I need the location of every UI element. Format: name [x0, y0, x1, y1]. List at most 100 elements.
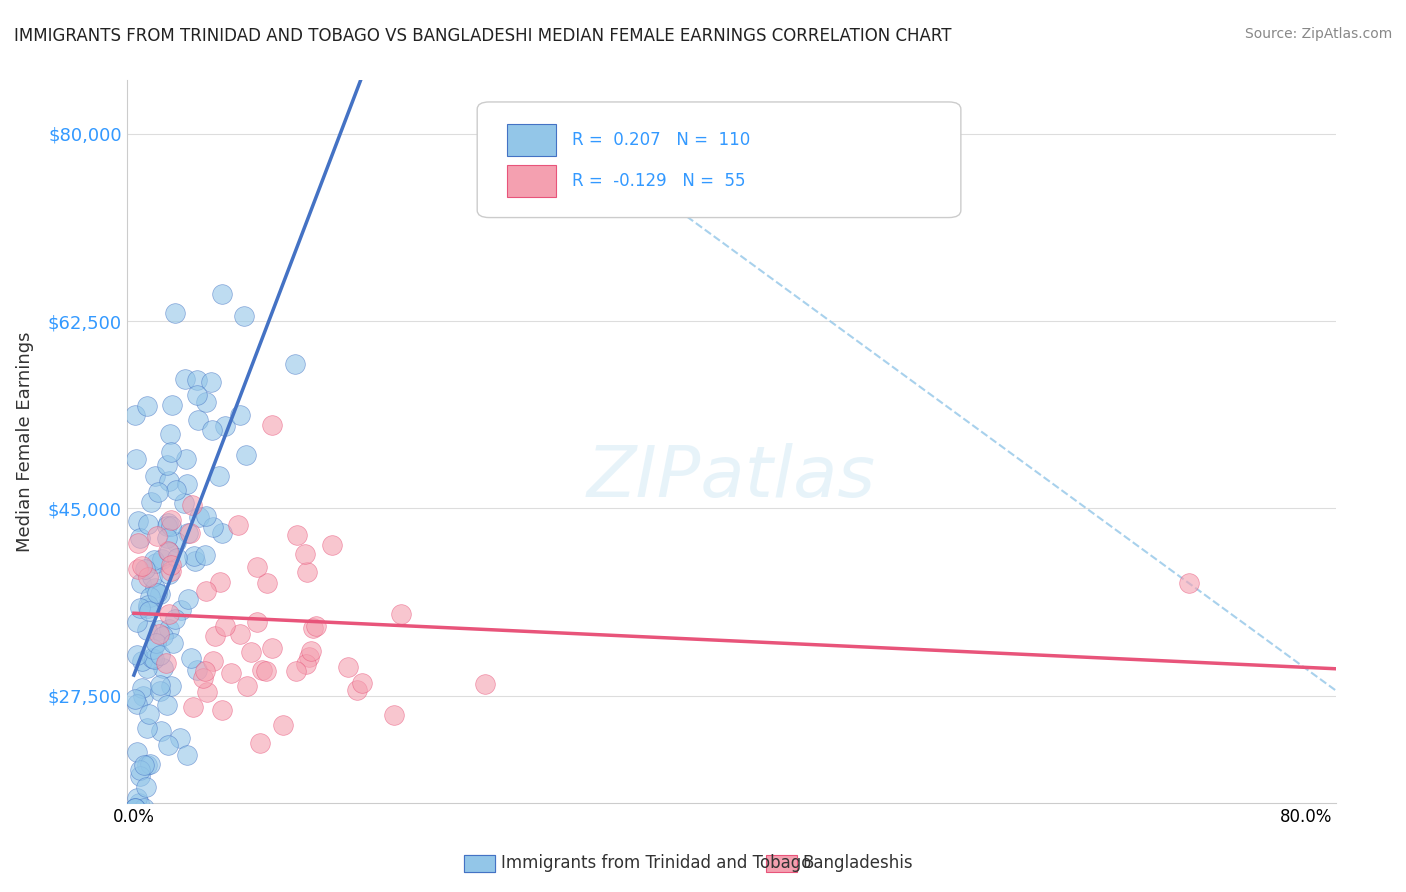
Point [157, 474, 180, 488]
Point [177, 525, 200, 540]
Point [262, 640, 284, 655]
Point [346, 683, 368, 698]
Point [155, 518, 177, 533]
Point [305, 619, 328, 633]
Point [134, 758, 156, 772]
Point [150, 551, 173, 566]
Point [166, 550, 188, 565]
Point [149, 648, 172, 662]
Point [157, 622, 180, 636]
Bar [508, 165, 555, 197]
Point [132, 689, 155, 703]
Point [284, 664, 307, 678]
Point [298, 649, 321, 664]
Point [134, 801, 156, 815]
Point [156, 458, 179, 472]
Point [176, 748, 198, 763]
Point [176, 476, 198, 491]
Point [187, 509, 209, 524]
Point [200, 375, 222, 389]
Point [131, 681, 153, 695]
Point [143, 553, 166, 567]
Text: Source: ZipAtlas.com: Source: ZipAtlas.com [1244, 27, 1392, 41]
Point [149, 724, 172, 739]
Point [145, 636, 167, 650]
Point [200, 423, 222, 437]
Text: IMMIGRANTS FROM TRINIDAD AND TOBAGO VS BANGLADESHI MEDIAN FEMALE EARNINGS CORREL: IMMIGRANTS FROM TRINIDAD AND TOBAGO VS B… [14, 27, 952, 45]
Point [129, 531, 152, 545]
Point [191, 671, 214, 685]
Point [142, 652, 165, 666]
Text: ZIPatlas: ZIPatlas [586, 443, 876, 512]
Point [155, 656, 177, 670]
Point [136, 660, 159, 674]
Point [236, 679, 259, 693]
Point [159, 679, 181, 693]
Bar [508, 124, 555, 156]
Point [159, 607, 181, 621]
Point [143, 581, 166, 595]
Point [184, 554, 207, 568]
Point [194, 394, 217, 409]
Text: R =  -0.129   N =  55: R = -0.129 N = 55 [571, 172, 745, 190]
Point [228, 408, 250, 422]
Point [138, 604, 160, 618]
Point [136, 517, 159, 532]
Point [284, 357, 307, 371]
Point [127, 648, 149, 662]
Point [173, 496, 195, 510]
Point [249, 735, 271, 749]
Point [194, 508, 217, 523]
Point [177, 592, 200, 607]
Point [187, 413, 209, 427]
FancyBboxPatch shape [477, 102, 960, 218]
Point [162, 398, 184, 412]
Point [159, 513, 181, 527]
Point [149, 677, 172, 691]
Point [141, 570, 163, 584]
Point [124, 408, 146, 422]
Point [208, 468, 231, 483]
Point [139, 495, 162, 509]
Y-axis label: Median Female Earnings: Median Female Earnings [15, 331, 34, 552]
Point [149, 684, 172, 698]
Point [152, 629, 174, 643]
Point [211, 703, 233, 717]
Point [1178, 576, 1201, 591]
Point [256, 575, 278, 590]
Point [208, 574, 231, 589]
Point [149, 587, 172, 601]
Point [194, 664, 217, 678]
Point [146, 529, 169, 543]
Point [146, 586, 169, 600]
Point [129, 763, 152, 777]
Point [156, 516, 179, 530]
Point [299, 644, 322, 658]
Point [201, 520, 224, 534]
Point [165, 483, 187, 498]
Point [124, 692, 146, 706]
Point [143, 469, 166, 483]
Point [135, 623, 157, 637]
Bar [464, 855, 495, 872]
Point [127, 745, 149, 759]
Point [127, 536, 149, 550]
Point [127, 562, 149, 576]
Point [156, 531, 179, 545]
Point [271, 718, 294, 732]
Point [321, 538, 343, 552]
Point [165, 612, 187, 626]
Point [232, 309, 254, 323]
Point [160, 445, 183, 459]
Point [135, 757, 157, 772]
Point [352, 675, 374, 690]
Point [219, 666, 242, 681]
Point [134, 562, 156, 576]
Point [141, 651, 163, 665]
Point [128, 601, 150, 615]
Point [170, 602, 193, 616]
Point [162, 636, 184, 650]
Point [127, 615, 149, 630]
Point [163, 305, 186, 319]
Point [142, 642, 165, 657]
